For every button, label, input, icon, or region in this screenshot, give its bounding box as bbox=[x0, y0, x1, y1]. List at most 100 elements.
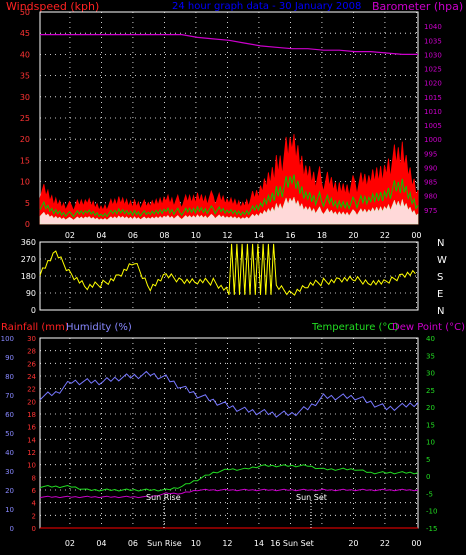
compass-label: S bbox=[437, 272, 443, 283]
windspeed-tick-label: 50 bbox=[20, 8, 30, 17]
barometer-tick-label: 1030 bbox=[424, 51, 442, 59]
rainfall-tick-label: 10 bbox=[27, 462, 36, 470]
humidity-line bbox=[39, 370, 419, 418]
climate-x-tick-label: 06 bbox=[128, 539, 138, 548]
dewpoint-line bbox=[39, 488, 419, 499]
temperature-tick-label: -10 bbox=[426, 508, 437, 516]
temperature-tick-label: 25 bbox=[426, 387, 435, 395]
humidity-axis-label: Humidity (%) bbox=[66, 322, 132, 333]
rainfall-tick-label: 30 bbox=[27, 335, 36, 343]
temperature-tick-label: 30 bbox=[426, 370, 435, 378]
wind-x-tick-label: 16 bbox=[285, 231, 295, 240]
direction-series bbox=[39, 243, 416, 296]
windspeed-area bbox=[39, 134, 419, 225]
windspeed-tick-label: 40 bbox=[20, 50, 30, 59]
rainfall-tick-label: 6 bbox=[32, 487, 37, 495]
barometer-tick-label: 1020 bbox=[424, 80, 442, 88]
direction-tick-label: 360 bbox=[21, 238, 36, 247]
temperature-tick-label: 15 bbox=[426, 421, 435, 429]
rainfall-tick-label: 22 bbox=[27, 386, 36, 394]
direction-panel-frame bbox=[39, 241, 419, 311]
windspeed-axis-label: Windspeed (kph) bbox=[6, 0, 99, 13]
temperature-tick-label: 10 bbox=[426, 439, 435, 447]
windspeed-gust-area bbox=[39, 134, 419, 225]
barometer-tick-label: 995 bbox=[424, 150, 437, 158]
windspeed-tick-label: 45 bbox=[20, 29, 30, 38]
temperature-line bbox=[39, 464, 419, 492]
barometer-axis-label: Barometer (hpa) bbox=[372, 0, 463, 13]
direction-grid bbox=[40, 242, 418, 310]
rainfall-tick-label: 0 bbox=[32, 525, 36, 533]
climate-x-tick-label: Sun Rise bbox=[147, 539, 182, 548]
climate-x-tick-label: 16 Sun Set bbox=[270, 539, 314, 548]
direction-tick-label: 90 bbox=[26, 289, 36, 298]
wind-x-tick-label: 22 bbox=[380, 231, 390, 240]
rainfall-tick-label: 12 bbox=[27, 449, 36, 457]
barometer-tick-label: 1015 bbox=[424, 94, 442, 102]
barometer-tick-label: 990 bbox=[424, 164, 437, 172]
temperature-y-ticks: -15 -10 -5 0 5 10 15 20 25 30 35 40 bbox=[426, 335, 437, 533]
wind-series bbox=[39, 34, 419, 225]
barometer-tick-label: 1025 bbox=[424, 66, 442, 74]
humidity-tick-label: 70 bbox=[5, 392, 14, 400]
windspeed-y-ticks: 0 5 10 15 20 25 30 35 40 45 50 bbox=[20, 8, 30, 229]
humidity-tick-label: 10 bbox=[5, 506, 14, 514]
wind-x-tick-label: 00 bbox=[411, 231, 421, 240]
windspeed-tick-label: 25 bbox=[20, 114, 30, 123]
dewpoint-axis-label: Dew Point (°C) bbox=[392, 322, 465, 333]
temperature-tick-label: 5 bbox=[426, 456, 430, 464]
barometer-tick-label: 1005 bbox=[424, 122, 442, 130]
compass-label: E bbox=[437, 289, 443, 300]
direction-y-ticks: 0 90 180 270 360 bbox=[21, 238, 36, 315]
rainfall-tick-label: 20 bbox=[27, 398, 36, 406]
temperature-tick-label: 0 bbox=[426, 473, 430, 481]
barometer-tick-label: 1035 bbox=[424, 37, 442, 45]
humidity-tick-label: 60 bbox=[5, 411, 14, 419]
climate-x-tick-label: 00 bbox=[411, 539, 421, 548]
climate-x-tick-label: 04 bbox=[96, 539, 106, 548]
wind-x-tick-label: 14 bbox=[254, 231, 264, 240]
windspeed-tick-label: 5 bbox=[25, 199, 30, 208]
humidity-tick-label: 50 bbox=[5, 430, 14, 438]
wind-x-tick-label: 10 bbox=[191, 231, 201, 240]
windspeed-average-line bbox=[39, 174, 419, 218]
windspeed-low-area bbox=[39, 196, 419, 225]
barometer-y-ticks: 975 980 985 990 995 1000 1005 1010 1015 1020 1025 1… bbox=[424, 23, 442, 215]
compass-label: W bbox=[437, 255, 447, 266]
compass-label: N bbox=[437, 238, 444, 249]
direction-tick-label: 180 bbox=[21, 272, 36, 281]
climate-panel-frame bbox=[39, 337, 419, 529]
compass-label: N bbox=[437, 306, 444, 317]
climate-x-tick-label: 10 bbox=[191, 539, 201, 548]
climate-x-tick-label: 14 bbox=[254, 539, 264, 548]
wind-direction-line bbox=[39, 243, 416, 296]
climate-x-tick-label: 02 bbox=[65, 539, 75, 548]
chart-title: 24 hour graph data - 30 January 2008 bbox=[172, 1, 361, 12]
wind-x-tick-label: 08 bbox=[159, 231, 169, 240]
barometer-tick-label: 1000 bbox=[424, 136, 442, 144]
rainfall-tick-label: 24 bbox=[27, 373, 36, 381]
humidity-tick-label: 30 bbox=[5, 468, 14, 476]
humidity-tick-label: 40 bbox=[5, 449, 14, 457]
humidity-tick-label: 90 bbox=[5, 354, 14, 362]
humidity-tick-label: 20 bbox=[5, 487, 14, 495]
wind-x-tick-label: 12 bbox=[222, 231, 232, 240]
windspeed-tick-label: 35 bbox=[20, 72, 30, 81]
climate-x-ticks: 02 04 06 Sun Rise 10 12 14 16 Sun Set 20 22 00 bbox=[65, 539, 422, 548]
humidity-y-ticks: 0 10 20 30 40 50 60 70 80 90 100 bbox=[1, 335, 14, 533]
rainfall-tick-label: 18 bbox=[27, 411, 36, 419]
windspeed-tick-label: 10 bbox=[20, 178, 30, 187]
wind-x-tick-label: 18 bbox=[317, 231, 327, 240]
barometer-tick-label: 985 bbox=[424, 179, 437, 187]
climate-grid bbox=[40, 338, 418, 528]
climate-x-tick-label: 20 bbox=[348, 539, 358, 548]
temperature-tick-label: 20 bbox=[426, 404, 435, 412]
sunrise-label: Sun Rise bbox=[146, 493, 181, 502]
windspeed-tick-label: 30 bbox=[20, 93, 30, 102]
temperature-tick-label: 35 bbox=[426, 352, 435, 360]
climate-x-tick-label: 12 bbox=[222, 539, 232, 548]
rainfall-tick-label: 8 bbox=[32, 474, 36, 482]
humidity-tick-label: 100 bbox=[1, 335, 14, 343]
